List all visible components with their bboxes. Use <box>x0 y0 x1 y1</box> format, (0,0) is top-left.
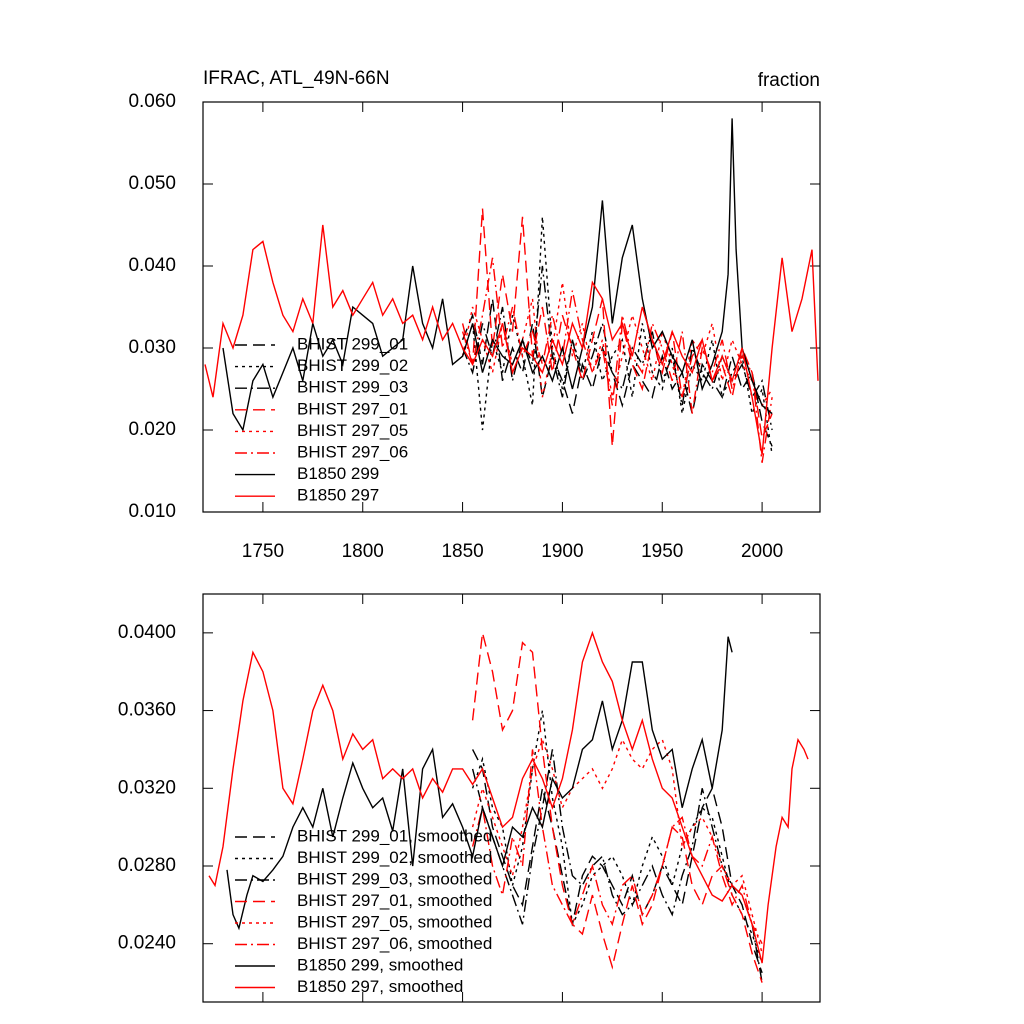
y-tick-label: 0.060 <box>128 91 176 112</box>
legend-label: BHIST 297_06 <box>297 442 408 461</box>
legend-label: B1850 297, smoothed <box>297 977 463 996</box>
legend-label: B1850 297 <box>297 486 379 505</box>
legend-label: BHIST 297_06, smoothed <box>297 934 492 953</box>
x-tick-label: 1850 <box>441 541 483 562</box>
y-tick-label: 0.040 <box>128 255 176 276</box>
series-line <box>471 749 763 983</box>
series-line <box>461 216 773 455</box>
y-tick-label: 0.0240 <box>118 933 176 954</box>
legend-label: BHIST 297_01 <box>297 399 408 418</box>
series-line <box>461 298 773 447</box>
legend-label: BHIST 299_02, smoothed <box>297 848 492 867</box>
series-line <box>471 749 763 945</box>
y-tick-label: 0.0280 <box>118 855 176 876</box>
plot-frame <box>202 101 821 513</box>
y-tick-label: 0.010 <box>128 501 176 522</box>
series-line <box>471 632 763 983</box>
y-tick-label: 0.020 <box>128 419 176 440</box>
plot-frame <box>202 593 821 1003</box>
legend-label: BHIST 297_05 <box>297 421 408 440</box>
x-tick-label: 1950 <box>641 541 683 562</box>
series-line <box>461 282 773 407</box>
legend-label: B1850 299 <box>297 464 379 483</box>
series-line <box>471 710 763 964</box>
series-line <box>461 257 773 463</box>
legend-label: BHIST 299_02 <box>297 356 408 375</box>
legend-label: B1850 299, smoothed <box>297 955 463 974</box>
series-line <box>222 118 773 432</box>
legend-label: BHIST 299_03, smoothed <box>297 869 492 888</box>
series-line <box>204 224 819 455</box>
y-tick-label: 0.0360 <box>118 700 176 721</box>
y-tick-label: 0.050 <box>128 173 176 194</box>
y-tick-label: 0.0400 <box>118 622 176 643</box>
legend-label: BHIST 299_01 <box>297 334 408 353</box>
legend-label: BHIST 299_01, smoothed <box>297 826 492 845</box>
x-tick-label: 1750 <box>242 541 284 562</box>
x-tick-label: 2000 <box>741 541 783 562</box>
units-label: fraction <box>758 70 820 91</box>
legend-label: BHIST 297_05, smoothed <box>297 912 492 931</box>
series-line <box>471 749 763 974</box>
series-line <box>208 630 809 964</box>
y-tick-label: 0.030 <box>128 337 176 358</box>
y-tick-label: 0.0320 <box>118 777 176 798</box>
x-tick-label: 1800 <box>342 541 384 562</box>
chart-title: IFRAC, ATL_49N-66N <box>203 68 390 89</box>
series-line <box>461 208 773 447</box>
legend-label: BHIST 299_03 <box>297 378 408 397</box>
x-tick-label: 1900 <box>541 541 583 562</box>
series-line <box>226 636 733 931</box>
legend-label: BHIST 297_01, smoothed <box>297 891 492 910</box>
